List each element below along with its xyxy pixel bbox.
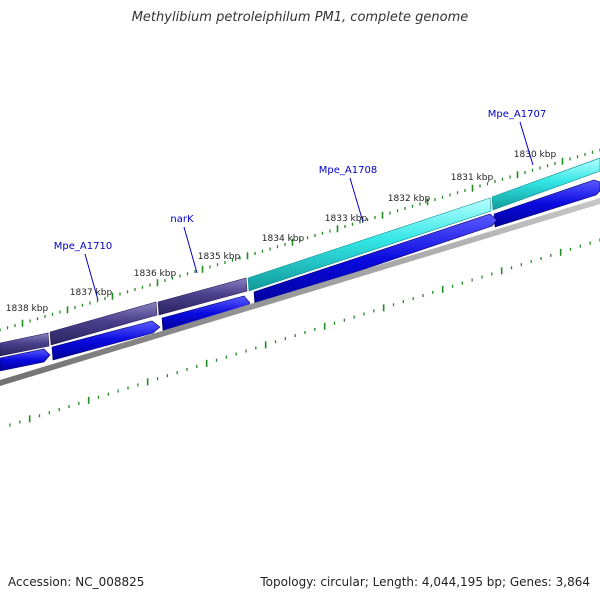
feature-purple-mpe1710 <box>49 301 158 346</box>
cds-arrow-1 <box>493 179 600 228</box>
feature-purple-left <box>0 332 50 357</box>
gene-callout-line <box>519 121 534 166</box>
feature-cyan-1 <box>491 157 600 211</box>
feature-cyan-2 <box>247 197 492 292</box>
gene-label: narK <box>170 214 194 225</box>
accession-text: Accession: NC_008825 <box>8 575 145 589</box>
gene-callouts: Mpe_A1707 Mpe_A1708 narK Mpe_A1710 <box>54 109 546 301</box>
cds-track <box>0 179 600 372</box>
tick-label: 1833 kbp <box>325 214 368 224</box>
gene-callout-line <box>183 226 198 274</box>
feature-purple-narK <box>157 277 248 316</box>
inner-scale-dots <box>9 238 600 427</box>
map-title: Methylibium petroleiphilum PM1, complete… <box>131 10 469 25</box>
cds-arrow-5 <box>0 348 51 372</box>
tick-label: 1831 kbp <box>451 173 494 183</box>
tick-labels: 1830 kbp 1831 kbp 1832 kbp 1833 kbp 1834 kbp… <box>6 150 557 314</box>
tick-label: 1832 kbp <box>388 194 431 204</box>
outer-scale-dots <box>0 148 600 332</box>
cds-arrow-4 <box>51 320 161 361</box>
gene-label: Mpe_A1710 <box>54 241 112 252</box>
genome-backbone <box>0 198 600 386</box>
gene-label: Mpe_A1708 <box>319 165 377 176</box>
gene-callout-line <box>84 253 99 301</box>
tick-label: 1837 kbp <box>70 288 113 298</box>
tick-label: 1838 kbp <box>6 304 49 314</box>
gene-callout-line <box>349 177 364 223</box>
genome-summary-text: Topology: circular; Length: 4,044,195 bp… <box>260 575 590 589</box>
tick-label: 1830 kbp <box>514 150 557 160</box>
tick-label: 1834 kbp <box>262 234 305 244</box>
tick-label: 1835 kbp <box>198 252 241 262</box>
tick-label: 1836 kbp <box>134 269 177 279</box>
feature-track <box>0 157 600 357</box>
gene-label: Mpe_A1707 <box>488 109 546 120</box>
